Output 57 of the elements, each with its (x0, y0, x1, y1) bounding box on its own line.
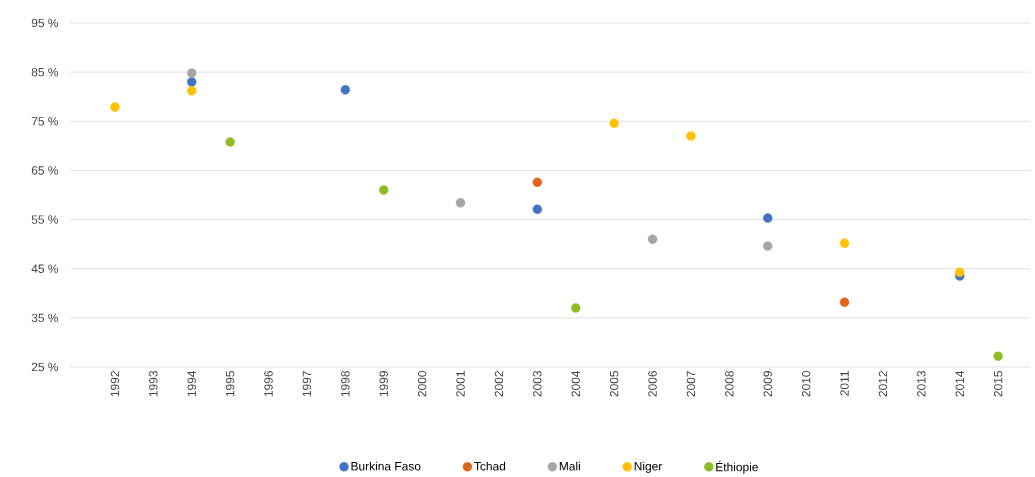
x-tick-label: 2010 (801, 370, 811, 397)
y-tick-label: 45 % (31, 264, 59, 273)
point (187, 68, 197, 78)
point (110, 102, 120, 112)
legend-label: Niger (634, 461, 663, 473)
point (225, 137, 235, 147)
y-tick-label: 95 % (31, 18, 59, 28)
y-tick-label: 85 % (31, 67, 59, 77)
x-tick-label: 2006 (648, 371, 657, 397)
x-tick-label: 2015 (993, 371, 1003, 397)
point (455, 198, 466, 208)
x-tick-label: 1994 (187, 370, 196, 397)
point (340, 85, 351, 95)
y-tick-label: 55 % (31, 215, 59, 224)
y-tick-label: 25 % (31, 362, 59, 372)
legend-label: Mali (559, 461, 580, 471)
point (955, 267, 965, 277)
y-tick-label: 35 % (31, 313, 59, 323)
point (839, 297, 850, 307)
x-tick-label: 1993 (149, 371, 158, 397)
x-tick-label: 1992 (110, 371, 120, 397)
point (532, 204, 543, 214)
x-tick-label: 2009 (763, 371, 772, 397)
y-tick-label: 65 % (31, 166, 59, 175)
x-tick-label: 2013 (917, 371, 926, 397)
x-tick-label: 1999 (379, 371, 388, 397)
point (187, 86, 197, 96)
point (686, 131, 696, 141)
x-tick-label: 2014 (955, 370, 964, 397)
legend-label: Burkina Faso (351, 461, 421, 471)
x-tick-label: 1995 (225, 371, 235, 397)
x-tick-label: 2001 (456, 371, 465, 397)
point (763, 213, 773, 223)
x-tick-label: 2004 (571, 370, 580, 397)
point (609, 118, 619, 128)
x-tick-label: 2011 (840, 371, 849, 396)
x-tick-label: 2012 (878, 371, 888, 397)
point (647, 234, 658, 244)
legend-label: Éthiopie (716, 460, 758, 474)
point (763, 241, 773, 251)
x-tick-label: 2002 (494, 371, 504, 397)
x-tick-label: 2005 (609, 371, 619, 397)
x-tick-label: 1996 (264, 371, 273, 397)
point (187, 77, 197, 87)
point (532, 177, 543, 187)
x-tick-label: 1998 (341, 371, 350, 397)
point (839, 238, 850, 248)
x-tick-label: 2000 (417, 370, 427, 397)
x-tick-label: 1997 (302, 371, 312, 397)
point (993, 351, 1003, 361)
y-tick-label: 75 % (31, 117, 59, 126)
x-tick-label: 2003 (533, 371, 542, 397)
point (571, 303, 581, 313)
point (379, 185, 389, 195)
legend-label: Tchad (474, 461, 506, 471)
x-tick-label: 2007 (686, 371, 696, 397)
x-tick-label: 2008 (725, 371, 734, 397)
